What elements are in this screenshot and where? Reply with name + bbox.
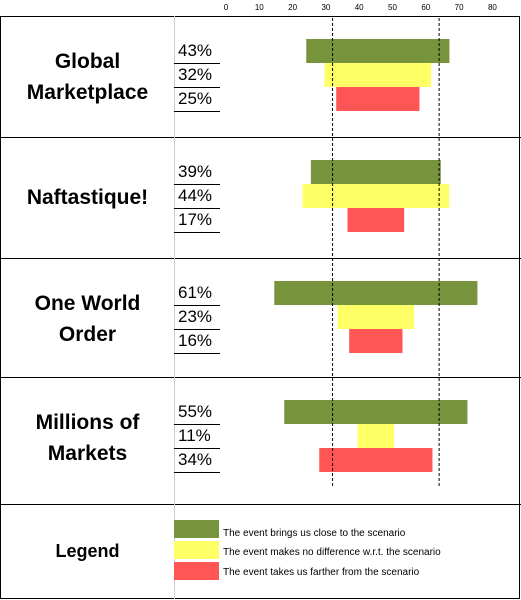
percent-label-3-close: 55% [178,402,213,421]
percent-label-1-close: 39% [178,162,213,181]
bar-0-same [324,63,432,87]
percent-label-3-same: 11% [178,426,211,445]
percent-label-0-close: 43% [178,41,213,60]
x-tick-label-1: 10 [255,3,264,12]
scenario-name-1: Naftastique! [26,186,149,209]
bar-3-far [319,448,433,472]
bar-2-close [274,281,478,305]
scenario-name-2: One World Order [34,291,141,346]
percent-label-2-close: 61% [178,283,213,302]
x-tick-label-4: 40 [355,3,364,12]
x-tick-label-0: 0 [224,3,229,12]
x-tick-label-7: 70 [455,3,464,12]
bar-2-far [349,329,403,353]
outer-border [0,16,520,599]
bar-1-same [302,184,450,208]
x-tick-label-2: 20 [288,3,297,12]
legend-label-far: The event takes us farther from the scen… [223,567,420,578]
bar-3-same [357,424,395,448]
x-tick-label-3: 30 [321,3,330,12]
percent-label-1-far: 17% [178,210,213,229]
legend-title: Legend [55,540,120,561]
x-tick-label-5: 50 [388,3,397,12]
legend-swatch-close [174,520,219,538]
percent-label-3-far: 34% [178,450,213,469]
bar-2-same [337,305,415,329]
percent-label-2-far: 16% [178,331,213,350]
percent-label-2-same: 23% [178,307,213,326]
legend-swatch-far [174,562,219,580]
bar-3-close [284,400,468,424]
bar-1-close [310,160,441,184]
legend-label-close: The event brings us close to the scenari… [223,528,406,539]
percent-label-0-same: 32% [178,65,213,84]
percent-label-0-far: 25% [178,89,213,108]
x-tick-label-6: 60 [421,3,430,12]
bar-0-close [306,39,450,63]
legend-swatch-same [174,541,219,559]
x-tick-label-8: 80 [488,3,497,12]
legend-label-same: The event makes no difference w.r.t. the… [223,547,441,558]
scenario-name-0: Global Marketplace [26,49,149,104]
bar-1-far [347,208,405,232]
bar-0-far [336,87,420,111]
scenario-name-3: Millions of Markets [35,410,140,465]
percent-label-1-same: 44% [178,186,213,205]
